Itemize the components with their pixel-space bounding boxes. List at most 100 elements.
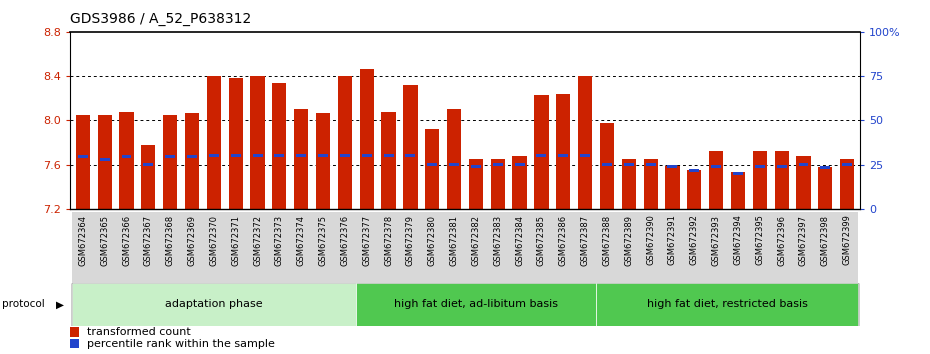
Bar [815,212,836,283]
Bar [796,156,811,209]
Bar [246,212,269,283]
Bar [338,76,352,209]
Bar [645,163,656,166]
Text: GSM672399: GSM672399 [843,215,852,266]
Text: GSM672392: GSM672392 [690,215,698,266]
Bar [78,155,87,159]
Text: high fat diet, restricted basis: high fat diet, restricted basis [646,299,807,309]
Bar [709,152,724,209]
Bar [209,154,219,157]
Bar [381,112,395,209]
Bar [469,159,483,209]
Text: GSM672370: GSM672370 [209,215,219,266]
Bar [509,212,530,283]
Text: GSM672385: GSM672385 [537,215,546,266]
Bar [621,159,636,209]
Bar [72,212,94,283]
Bar [362,154,372,157]
Bar [514,163,525,166]
Bar [668,165,677,169]
Bar [166,155,175,159]
Bar [578,76,592,209]
Bar [187,155,197,159]
Text: GSM672376: GSM672376 [340,215,350,266]
Bar [378,212,400,283]
Bar [122,155,131,159]
Bar [297,154,306,157]
Bar [94,212,115,283]
Bar [558,154,568,157]
Text: GSM672367: GSM672367 [144,215,153,266]
Text: GSM672390: GSM672390 [646,215,655,266]
Bar [749,212,771,283]
Text: GSM672368: GSM672368 [166,215,175,266]
Bar [733,172,743,175]
Bar [334,212,356,283]
Bar [383,154,393,157]
Text: GSM672380: GSM672380 [428,215,437,266]
Bar [820,166,830,170]
Bar [253,154,262,157]
Bar [356,283,596,326]
Bar [580,154,590,157]
Text: GSM672365: GSM672365 [100,215,109,266]
Bar [792,212,815,283]
Bar [290,212,312,283]
Bar [596,212,618,283]
Bar [115,212,138,283]
Bar [552,212,574,283]
Bar [272,83,286,209]
Text: transformed count: transformed count [86,327,191,337]
Text: GSM672371: GSM672371 [232,215,240,266]
Bar [665,166,680,209]
Text: GSM672398: GSM672398 [821,215,830,266]
Text: GSM672386: GSM672386 [559,215,568,266]
Text: protocol: protocol [2,299,45,309]
Bar [100,158,110,161]
Text: high fat diet, ad-libitum basis: high fat diet, ad-libitum basis [394,299,558,309]
Bar [640,212,661,283]
Bar [471,165,481,169]
Text: ▶: ▶ [56,299,64,309]
Bar [731,172,745,209]
Text: GSM672389: GSM672389 [624,215,633,266]
Bar [181,212,203,283]
Bar [340,154,350,157]
Text: GSM672366: GSM672366 [122,215,131,266]
Bar [727,212,749,283]
Bar [141,145,155,209]
Bar [491,159,505,209]
Bar [70,327,79,337]
Text: GSM672396: GSM672396 [777,215,786,266]
Bar [465,212,486,283]
Bar [119,112,134,209]
Text: GSM672391: GSM672391 [668,215,677,266]
Bar [405,154,416,157]
Bar [771,212,792,283]
Bar [843,163,852,166]
Text: GSM672395: GSM672395 [755,215,764,266]
Text: GSM672377: GSM672377 [362,215,371,266]
Text: adaptation phase: adaptation phase [165,299,262,309]
Bar [316,113,330,209]
Bar [574,212,596,283]
Bar [755,165,764,169]
Bar [229,78,243,209]
Bar [312,212,334,283]
Bar [818,167,832,209]
Bar [537,154,547,157]
Text: GSM672369: GSM672369 [188,215,196,266]
Bar [274,154,285,157]
Bar [269,212,290,283]
Bar [684,212,705,283]
Bar [98,115,112,209]
Text: GSM672375: GSM672375 [319,215,327,266]
Text: GSM672373: GSM672373 [275,215,284,266]
Bar [687,170,701,209]
Bar [427,163,437,166]
Bar [775,152,789,209]
Bar [493,163,503,166]
Bar [600,122,614,209]
Bar [535,95,549,209]
Bar [75,115,90,209]
